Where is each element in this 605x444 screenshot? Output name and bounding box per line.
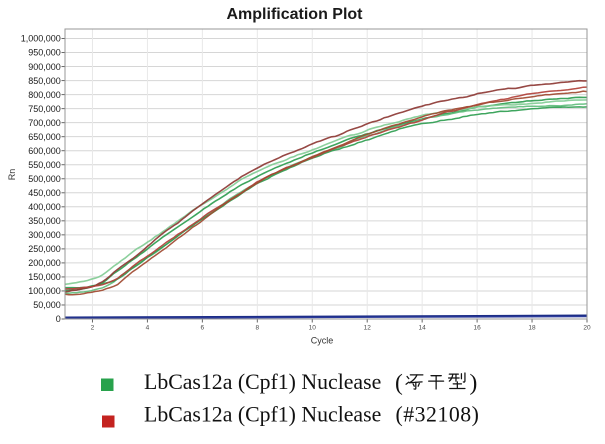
svg-text:500,000: 500,000 xyxy=(28,174,61,184)
svg-text:400,000: 400,000 xyxy=(28,202,61,212)
svg-text:14: 14 xyxy=(419,325,427,332)
svg-text:250,000: 250,000 xyxy=(28,244,61,254)
svg-text:550,000: 550,000 xyxy=(28,160,61,170)
svg-text:16: 16 xyxy=(473,325,481,332)
svg-text:8: 8 xyxy=(256,325,260,332)
svg-text:LbCas12a (Cpf1) Nuclease: LbCas12a (Cpf1) Nuclease xyxy=(144,370,381,394)
svg-text:10: 10 xyxy=(309,325,317,332)
svg-text:850,000: 850,000 xyxy=(28,76,61,86)
svg-text:2: 2 xyxy=(91,325,95,332)
svg-text:650,000: 650,000 xyxy=(28,132,61,142)
svg-text:800,000: 800,000 xyxy=(28,90,61,100)
svg-text:950,000: 950,000 xyxy=(28,48,61,58)
svg-text:Amplification Plot: Amplification Plot xyxy=(227,6,364,23)
svg-text:200,000: 200,000 xyxy=(28,258,61,268)
svg-text:300,000: 300,000 xyxy=(28,230,61,240)
svg-text:0: 0 xyxy=(56,314,61,324)
svg-text:Rn: Rn xyxy=(7,169,17,181)
svg-text:700,000: 700,000 xyxy=(28,118,61,128)
svg-text:450,000: 450,000 xyxy=(28,188,61,198)
svg-text:): ) xyxy=(470,370,478,396)
svg-text:350,000: 350,000 xyxy=(28,216,61,226)
svg-text:4: 4 xyxy=(146,325,150,332)
svg-text:20: 20 xyxy=(583,325,591,332)
svg-text:LbCas12a (Cpf1) Nuclease: LbCas12a (Cpf1) Nuclease xyxy=(144,403,381,427)
svg-text:1,000,000: 1,000,000 xyxy=(21,34,61,44)
svg-text:750,000: 750,000 xyxy=(28,104,61,114)
svg-text:6: 6 xyxy=(201,325,205,332)
svg-text:(#32108): (#32108) xyxy=(396,403,480,427)
svg-text:18: 18 xyxy=(528,325,536,332)
svg-text:100,000: 100,000 xyxy=(28,286,61,296)
svg-text:900,000: 900,000 xyxy=(28,62,61,72)
svg-text:12: 12 xyxy=(364,325,372,332)
svg-text:(: ( xyxy=(395,370,403,396)
svg-text:600,000: 600,000 xyxy=(28,146,61,156)
svg-text:Cycle: Cycle xyxy=(311,336,334,346)
svg-text:150,000: 150,000 xyxy=(28,272,61,282)
svg-text:50,000: 50,000 xyxy=(33,300,61,310)
